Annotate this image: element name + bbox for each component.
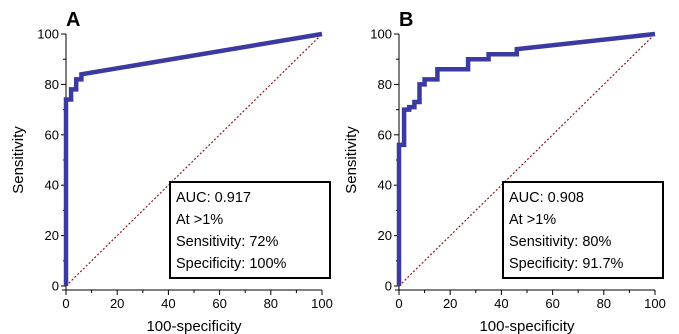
panel-a-x-tick-label: 20 [110,296,124,311]
panel-a-x-tick-label: 100 [311,296,333,311]
panel-a-x-tick-label: 80 [264,296,278,311]
panel-b-x-tick-label: 80 [597,296,611,311]
panel-b-roc-curve [396,31,656,286]
panel-b-y-tick-label: 40 [378,178,392,193]
panel-b-y-axis-label: Sensitivity [343,126,360,194]
panel-a-y-tick-label: 20 [45,228,59,243]
panel-b-y-tick-label: 0 [385,279,392,294]
panel-b-stats-line: At >1% [509,212,556,228]
panel-b-x-axis-label: 100-specificity [479,318,575,334]
panel-b-letter: B [399,9,413,31]
panel-a-stats-box [169,181,331,279]
panel-a-y-tick-label: 80 [45,77,59,92]
panel-b-stats-line: AUC: 0.908 [509,190,584,206]
panel-a-letter: A [66,9,80,31]
panel-b-x-tick-label: 60 [545,296,559,311]
panel-a-roc-curve [63,31,323,286]
panel-b-y-tick-label: 80 [378,77,392,92]
panel-b-y-tick-label: 60 [378,127,392,142]
panel-b-x-tick-label: 20 [443,296,457,311]
panel-b-y-tick-label: 20 [378,228,392,243]
panel-a-x-tick-label: 60 [212,296,226,311]
panel-a-x-axis-label: 100-specificity [146,318,242,334]
panel-b-x-tick-label: 100 [644,296,666,311]
panel-b-y-tick-label: 100 [370,27,392,42]
panel-a-y-axis-label: Sensitivity [10,126,27,194]
panel-a-stats-line: Specificity: 100% [176,256,287,272]
panel-b-x-tick-label: 40 [494,296,508,311]
panel-b-stats-line: Specificity: 91.7% [509,256,624,272]
panel-b-stats-line: Sensitivity: 80% [509,234,611,250]
panel-a-y-tick-label: 100 [37,27,59,42]
panel-a-x-tick-label: 0 [62,296,69,311]
panel-a-y-tick-label: 40 [45,178,59,193]
panel-b-x-tick-label: 0 [395,296,402,311]
panel-a-stats-line: AUC: 0.917 [176,190,251,206]
panel-a-stats-line: At >1% [176,212,223,228]
panel-a-y-tick-label: 60 [45,127,59,142]
panel-a-x-tick-label: 40 [161,296,175,311]
panel-b-stats-box [502,181,664,279]
panel-a-y-tick-label: 0 [52,279,59,294]
panel-a-stats-line: Sensitivity: 72% [176,234,278,250]
